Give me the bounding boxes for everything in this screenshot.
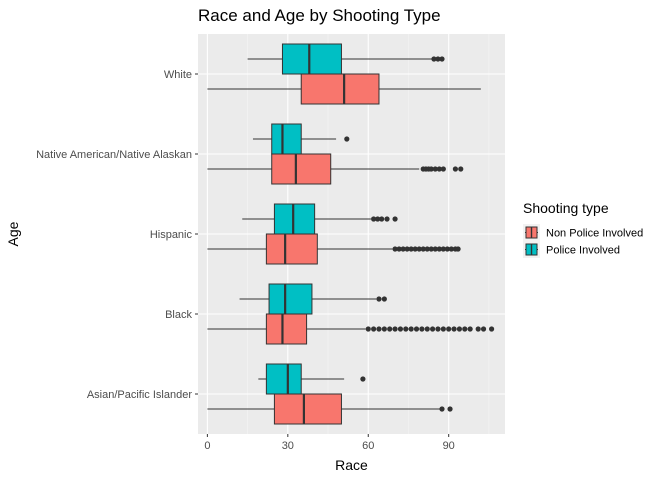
outlier-point	[412, 246, 418, 252]
outlier-point	[424, 246, 430, 252]
outlier-point	[376, 296, 382, 302]
outlier-point	[430, 326, 436, 332]
outlier-point	[419, 326, 425, 332]
outlier-point	[456, 326, 463, 332]
outlier-point	[452, 166, 458, 172]
outlier-point	[458, 166, 464, 172]
outlier-point	[376, 326, 382, 332]
outlier-point	[462, 326, 468, 332]
legend: Shooting type Non Police Involved Police …	[523, 200, 643, 258]
y-tick-label-asian-pacific-islander: Asian/Pacific Islander	[87, 389, 192, 401]
outlier-point	[392, 326, 398, 332]
outlier-point	[480, 326, 487, 332]
outlier-point	[428, 166, 434, 172]
outlier-point	[384, 216, 390, 222]
outlier-point	[488, 326, 495, 332]
outlier-point	[436, 166, 442, 172]
chart-title: Race and Age by Shooting Type	[198, 6, 441, 25]
outlier-point	[440, 326, 446, 332]
outlier-point	[379, 216, 385, 222]
outlier-point	[448, 246, 454, 252]
outlier-point	[392, 216, 398, 222]
legend-label-non-police-involved: Non Police Involved	[546, 228, 643, 240]
outlier-point	[381, 296, 387, 302]
box-non-police-involved-native-american-native-alaskan	[271, 153, 332, 185]
outlier-point	[475, 326, 481, 332]
box-non-police-involved-black	[265, 313, 308, 345]
legend-title: Shooting type	[523, 200, 609, 216]
chart-marks	[207, 43, 495, 425]
outlier-point	[371, 216, 377, 222]
outlier-point	[371, 326, 377, 332]
outlier-point	[416, 246, 422, 252]
x-tick-label: 60	[362, 440, 374, 452]
box-police-involved-hispanic	[273, 203, 316, 235]
outlier-point	[435, 56, 441, 62]
y-tick-label-black: Black	[165, 309, 192, 321]
outlier-point	[436, 246, 442, 252]
outlier-point	[439, 56, 445, 62]
outlier-point	[435, 326, 441, 332]
box-non-police-involved-white	[300, 73, 380, 105]
outlier-point	[365, 326, 371, 332]
outlier-point	[397, 326, 404, 332]
outlier-point	[408, 246, 414, 252]
y-axis-label: Age	[5, 221, 21, 246]
outlier-point	[444, 246, 450, 252]
outlier-point	[381, 326, 387, 332]
outlier-point	[420, 246, 426, 252]
outlier-point	[447, 406, 453, 412]
outlier-point	[440, 166, 446, 172]
box-police-involved-white	[281, 43, 342, 75]
outlier-point	[403, 326, 409, 332]
outlier-point	[413, 326, 420, 332]
outlier-point	[440, 246, 446, 252]
outlier-point	[424, 326, 430, 332]
outlier-point	[432, 246, 438, 252]
x-tick-label: 30	[282, 440, 294, 452]
y-tick-label-white: White	[164, 69, 192, 81]
outlier-point	[404, 246, 410, 252]
outlier-point	[360, 376, 366, 382]
legend-label-police-involved: Police Involved	[546, 245, 620, 257]
x-tick-label: 0	[204, 440, 210, 452]
box-non-police-involved-hispanic	[265, 233, 318, 265]
x-tick-label: 90	[443, 440, 455, 452]
outlier-point	[446, 326, 452, 332]
outlier-point	[431, 56, 437, 62]
outlier-point	[467, 326, 473, 332]
y-tick-label-native-american-native-alaskan: Native American/Native Alaskan	[36, 149, 192, 161]
outlier-point	[400, 246, 406, 252]
box-police-involved-black	[268, 283, 313, 315]
box-police-involved-native-american-native-alaskan	[271, 123, 302, 155]
x-axis: 0 30 60 90	[204, 434, 455, 452]
y-axis: Asian/Pacific Islander Black Hispanic Nativ…	[36, 69, 198, 401]
outlier-point	[432, 166, 438, 172]
outlier-point	[428, 246, 434, 252]
box-police-involved-asian-pacific-islander	[265, 363, 302, 395]
outlier-point	[451, 326, 457, 332]
outlier-point	[396, 246, 402, 252]
outlier-point	[344, 136, 350, 142]
box-non-police-involved-asian-pacific-islander	[273, 393, 342, 425]
y-tick-label-hispanic: Hispanic	[150, 229, 193, 241]
outlier-point	[455, 246, 461, 252]
outlier-point	[387, 326, 393, 332]
outlier-point	[375, 216, 381, 222]
outlier-point	[392, 246, 398, 252]
x-axis-label: Race	[335, 457, 368, 473]
outlier-point	[439, 406, 445, 412]
outlier-point	[408, 326, 414, 332]
